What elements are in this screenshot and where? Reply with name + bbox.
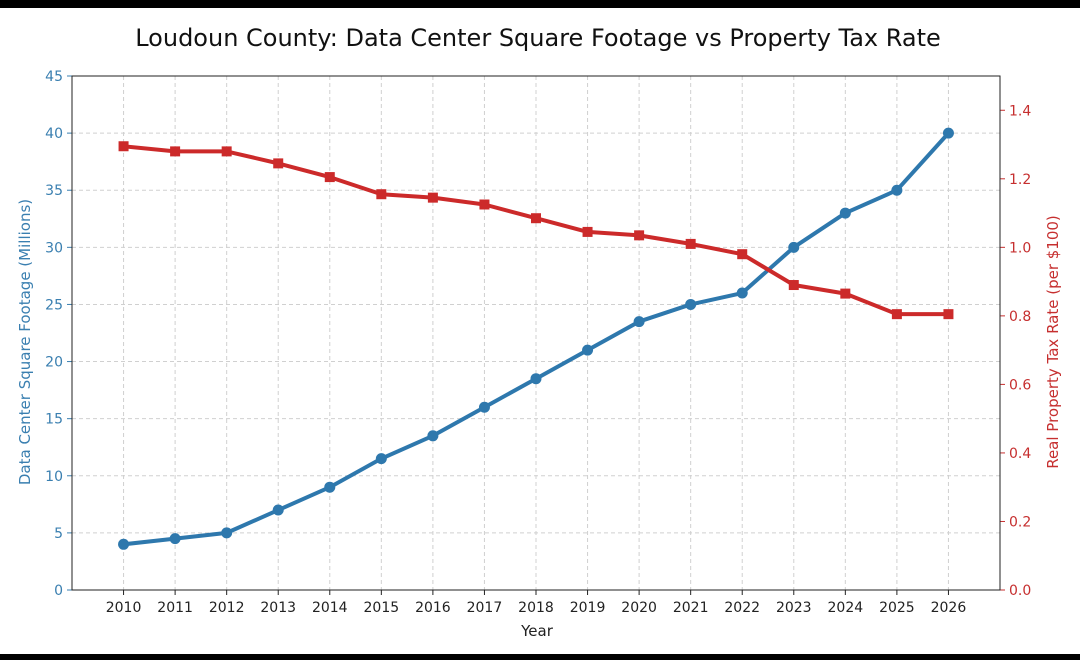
x-tick-label: 2025 <box>879 600 915 616</box>
x-tick-label: 2024 <box>828 600 864 616</box>
tax-rate-point <box>273 158 284 169</box>
square-footage-point <box>375 453 387 465</box>
right-y-tick-label: 1.0 <box>1009 240 1031 256</box>
square-footage-point <box>324 481 336 493</box>
tick-labels: 2010 2011 2012 2013 2014 2015 2016 2017 2018 2019… <box>45 69 1031 616</box>
x-tick-label: 2015 <box>364 600 400 616</box>
square-footage-point <box>839 207 851 219</box>
right-y-tick-label: 0.2 <box>1009 514 1031 530</box>
tax-rate-point <box>170 146 181 157</box>
right-y-tick-label: 1.4 <box>1009 103 1031 119</box>
tax-rate-point <box>479 199 490 210</box>
square-footage-point <box>427 430 439 442</box>
right-y-tick-label: 0.8 <box>1009 309 1031 325</box>
square-footage-point <box>736 287 748 299</box>
tax-rate-point <box>324 172 335 183</box>
left-y-tick-label: 25 <box>45 297 63 313</box>
square-footage-point <box>633 316 645 328</box>
square-footage-point <box>788 241 800 253</box>
right-y-tick-label: 0.0 <box>1009 583 1031 599</box>
tax-rate-point <box>531 213 541 224</box>
right-y-axis-label: Real Property Tax Rate (per $100) <box>1044 215 1062 469</box>
x-tick-label: 2023 <box>776 600 812 616</box>
tax-rate-point <box>582 226 593 237</box>
left-y-tick-label: 40 <box>45 126 63 142</box>
square-footage-point <box>169 533 181 545</box>
x-tick-label: 2019 <box>570 600 606 616</box>
square-footage-point <box>530 373 542 385</box>
x-tick-label: 2011 <box>157 600 193 616</box>
tax-rate-point <box>685 238 696 249</box>
x-axis-label: Year <box>520 622 554 640</box>
square-footage-point <box>478 401 490 413</box>
chart-frame: Loudoun County: Data Center Square Foota… <box>0 8 1080 654</box>
x-tick-label: 2010 <box>106 600 142 616</box>
tax-rate-point <box>943 309 954 320</box>
left-y-tick-label: 45 <box>45 69 63 85</box>
tax-rate-point <box>118 141 129 152</box>
x-tick-label: 2013 <box>260 600 296 616</box>
x-tick-label: 2020 <box>621 600 657 616</box>
x-tick-label: 2026 <box>931 600 967 616</box>
left-y-tick-label: 10 <box>45 469 63 485</box>
tax-rate-point <box>737 249 748 260</box>
left-y-tick-label: 15 <box>45 412 63 428</box>
left-y-tick-label: 0 <box>54 583 63 599</box>
x-tick-label: 2012 <box>209 600 245 616</box>
x-tick-label: 2022 <box>724 600 760 616</box>
tax-rate-point <box>427 192 438 203</box>
left-y-tick-label: 30 <box>45 240 63 256</box>
plot-area-border <box>71 75 1001 591</box>
tax-rate-point <box>221 146 232 157</box>
square-footage-point <box>221 527 233 539</box>
x-tick-label: 2021 <box>673 600 709 616</box>
right-y-tick-label: 1.2 <box>1009 172 1031 188</box>
square-footage-point <box>582 344 594 356</box>
square-footage-point <box>942 127 954 139</box>
tax-rate-point <box>840 288 851 299</box>
x-tick-label: 2016 <box>415 600 451 616</box>
x-tick-label: 2014 <box>312 600 348 616</box>
left-y-tick-label: 5 <box>54 526 63 542</box>
left-y-axis-label: Data Center Square Footage (Millions) <box>16 199 34 485</box>
axes <box>67 75 1005 595</box>
left-y-tick-label: 35 <box>45 183 63 199</box>
tax-rate-point <box>634 230 645 241</box>
square-footage-point <box>118 538 130 550</box>
series-lines <box>118 127 954 550</box>
x-tick-label: 2018 <box>518 600 554 616</box>
right-y-tick-label: 0.6 <box>1009 377 1031 393</box>
tax-rate-point <box>788 280 799 291</box>
tax-rate-point <box>891 309 902 320</box>
chart-title: Loudoun County: Data Center Square Foota… <box>135 24 941 52</box>
tax-rate-point <box>376 189 387 200</box>
square-footage-point <box>891 184 903 196</box>
square-footage-point <box>272 504 284 516</box>
left-y-tick-label: 20 <box>45 355 63 371</box>
right-y-tick-label: 0.4 <box>1009 446 1031 462</box>
square-footage-point <box>685 298 697 310</box>
dual-axis-line-chart: Loudoun County: Data Center Square Foota… <box>16 24 1062 640</box>
x-tick-label: 2017 <box>467 600 503 616</box>
